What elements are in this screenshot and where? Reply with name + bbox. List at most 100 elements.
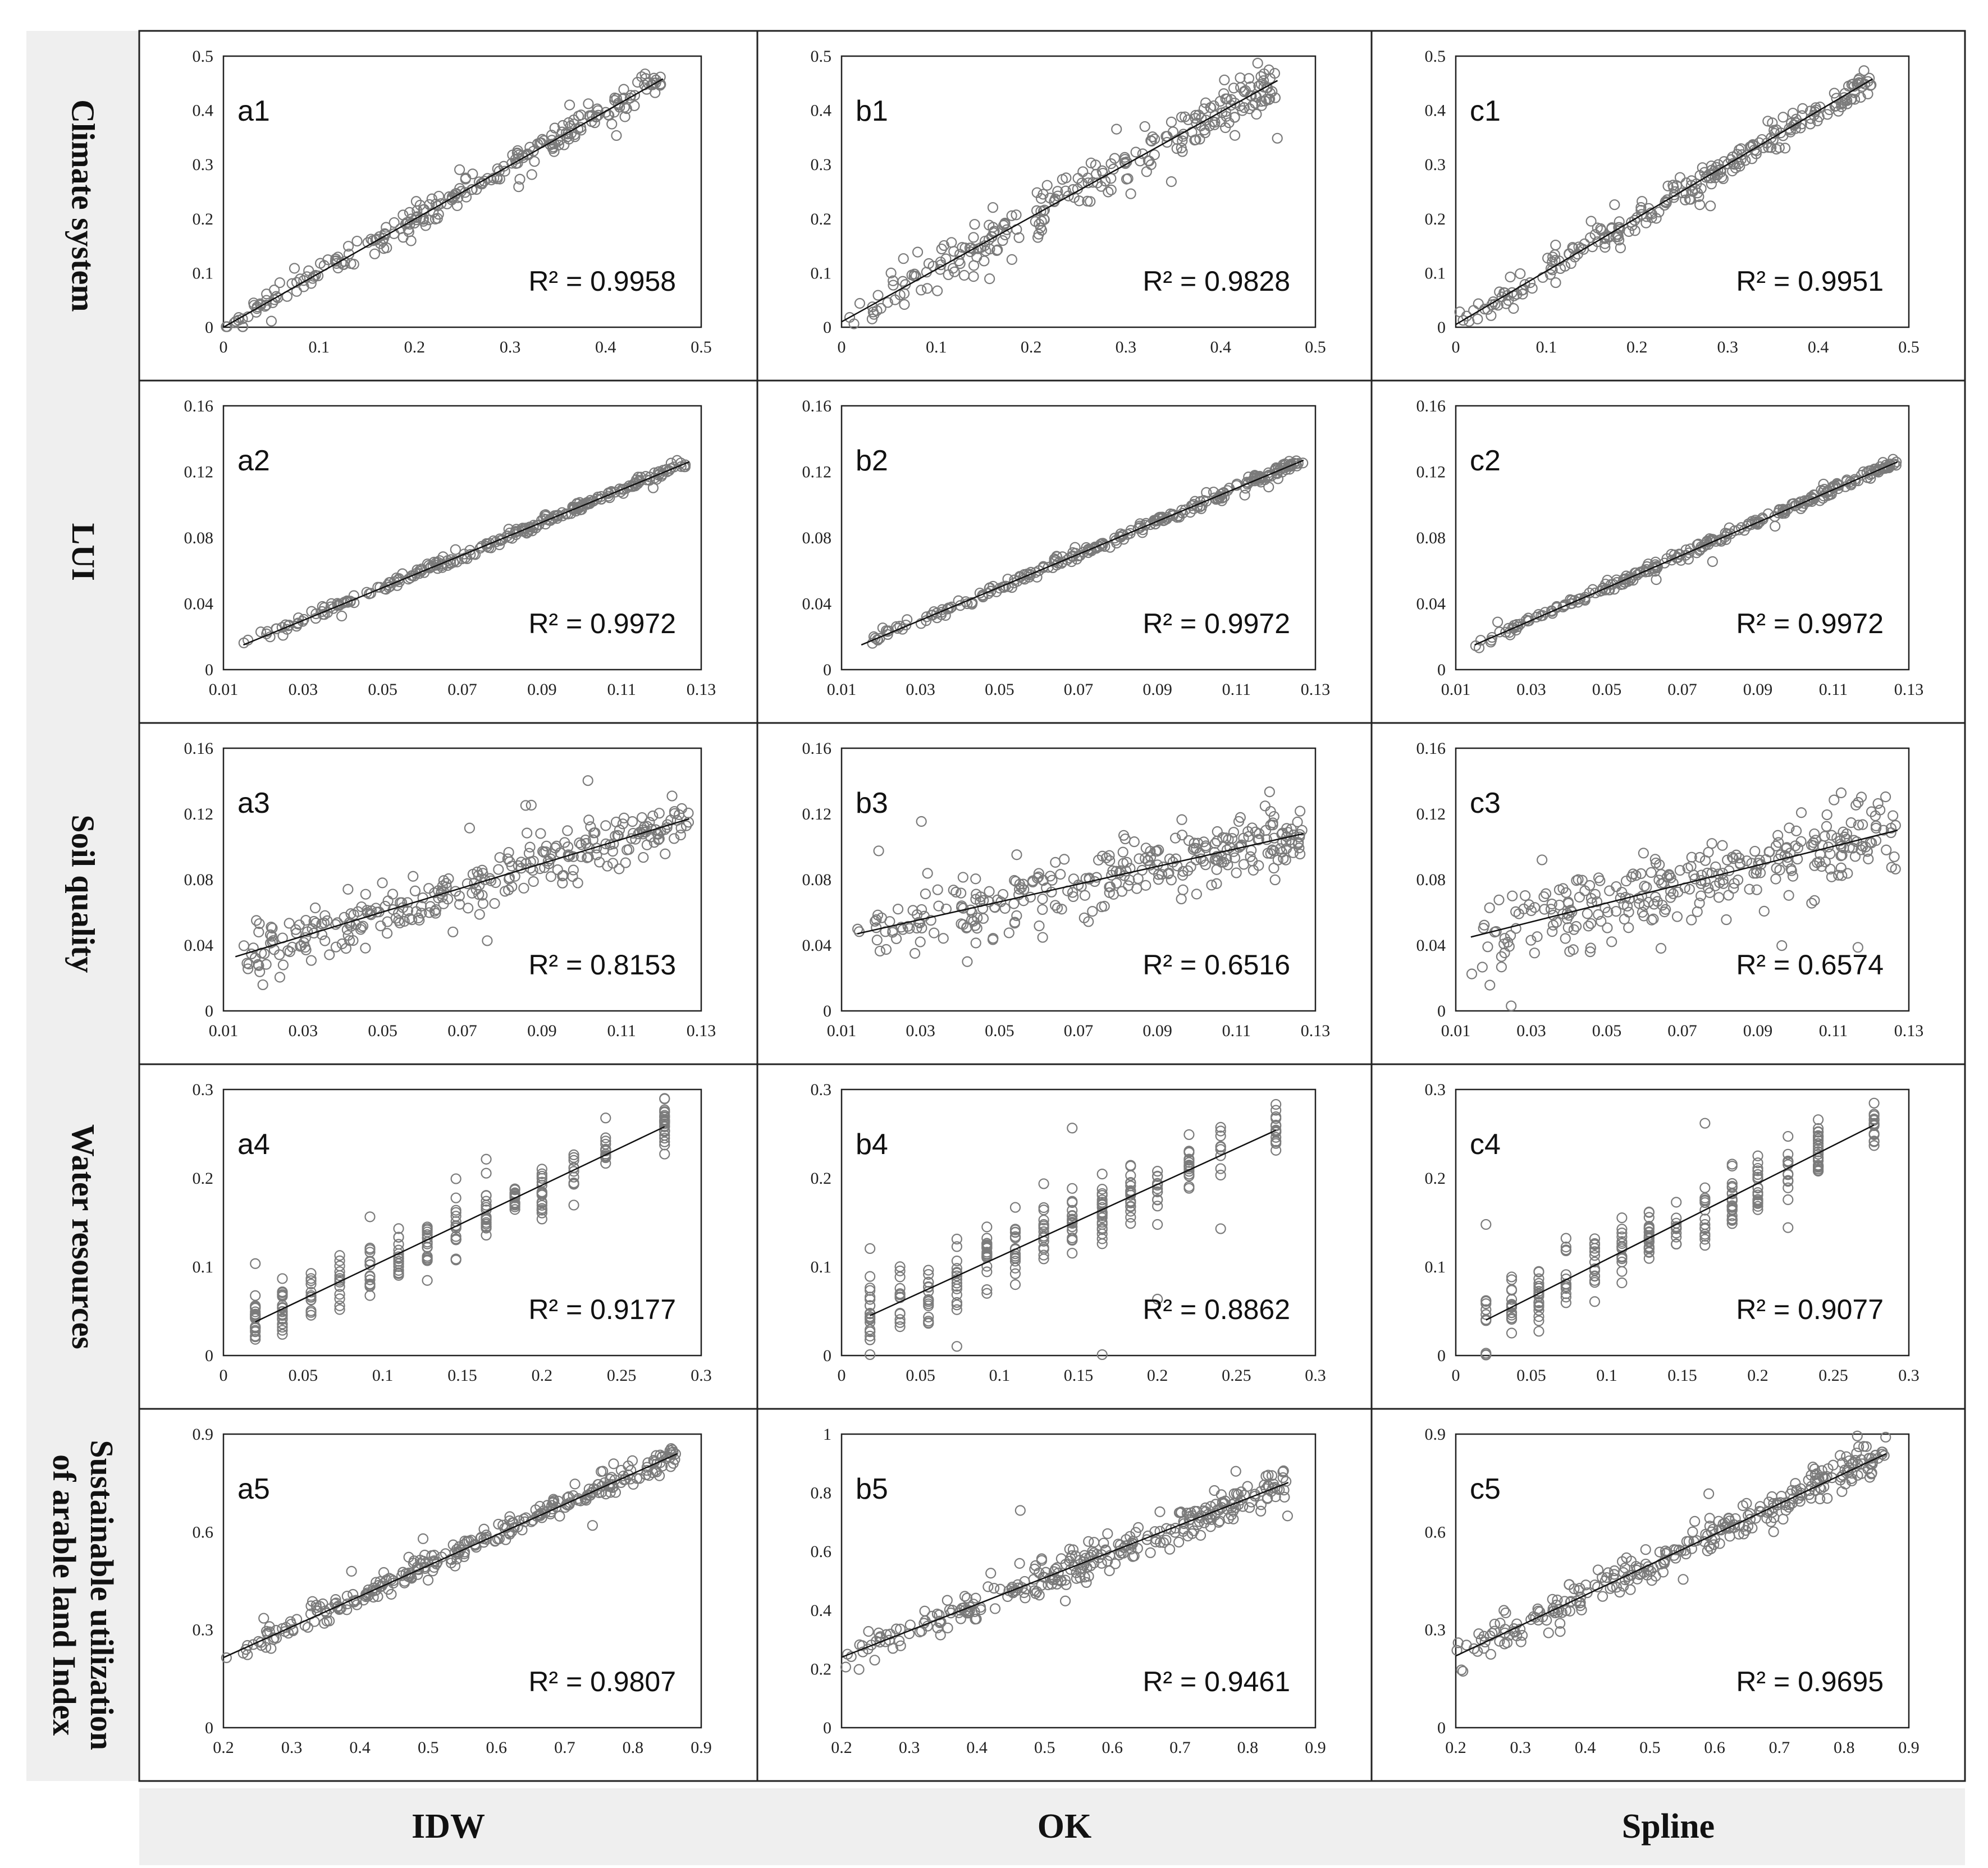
- data-point: [1567, 242, 1578, 253]
- x-tick-label: 0.01: [827, 680, 857, 699]
- data-point: [854, 297, 866, 309]
- data-point: [611, 130, 622, 141]
- x-tick-label: 0.07: [447, 1022, 477, 1040]
- panel-label-a5: a5: [237, 1473, 270, 1505]
- data-point: [1676, 187, 1688, 199]
- data-point: [1095, 181, 1107, 192]
- data-point: [1057, 556, 1068, 567]
- x-tick-label: 0.2: [532, 1366, 553, 1385]
- y-tick-label: 0.04: [802, 595, 832, 613]
- panel-label-b4: b4: [856, 1128, 888, 1161]
- data-point: [1052, 557, 1064, 569]
- data-point: [1715, 166, 1726, 178]
- data-point: [1716, 172, 1727, 183]
- data-point: [1077, 166, 1089, 177]
- data-point: [282, 620, 294, 631]
- y-tick-label: 0.2: [1425, 210, 1446, 228]
- data-point: [1832, 483, 1844, 495]
- data-point: [604, 492, 615, 503]
- data-point: [310, 269, 321, 281]
- y-tick-label: 0: [1437, 1347, 1446, 1365]
- x-tick-label: 0.01: [1441, 1022, 1471, 1040]
- data-point: [1579, 594, 1591, 606]
- y-tick-label: 0.1: [811, 264, 832, 282]
- data-point: [1891, 456, 1902, 468]
- data-point: [266, 315, 277, 327]
- data-point: [237, 321, 249, 332]
- data-point: [1715, 164, 1726, 175]
- data-point: [1219, 74, 1230, 86]
- data-point: [1252, 57, 1263, 69]
- data-point: [1220, 122, 1231, 134]
- x-tick-label: 0.1: [372, 1366, 394, 1385]
- data-point: [423, 214, 435, 226]
- data-point: [524, 521, 535, 533]
- data-point: [584, 111, 595, 122]
- data-point: [874, 633, 885, 644]
- data-point: [562, 129, 573, 140]
- data-point: [980, 245, 991, 257]
- x-tick-label: 0: [1452, 338, 1460, 356]
- r-squared-label-b2: R² = 0.9972: [1142, 608, 1290, 639]
- data-point: [1508, 303, 1519, 314]
- data-point: [298, 937, 309, 948]
- data-point: [987, 202, 999, 213]
- data-point: [1052, 186, 1063, 197]
- x-tick-label: 0.05: [906, 1366, 935, 1385]
- x-tick-label: 0.01: [209, 1022, 239, 1040]
- data-point: [1770, 520, 1781, 532]
- y-tick-label: 0.16: [1416, 739, 1446, 758]
- data-point: [979, 255, 990, 267]
- r-squared-label-b5: R² = 0.9461: [1142, 1666, 1290, 1697]
- data-point: [525, 799, 537, 811]
- y-tick-label: 0: [205, 661, 213, 679]
- data-point: [872, 290, 884, 301]
- data-point: [868, 631, 880, 642]
- x-tick-label: 0.03: [289, 680, 318, 699]
- y-tick-label: 0.3: [1425, 155, 1446, 174]
- data-point: [888, 280, 899, 291]
- data-point: [308, 915, 319, 927]
- data-point: [1137, 148, 1148, 159]
- data-point: [1482, 304, 1493, 315]
- data-point: [660, 848, 671, 859]
- x-tick-label: 0.03: [1516, 680, 1546, 699]
- data-point: [513, 181, 524, 193]
- x-tick-label: 0.07: [1064, 1022, 1094, 1040]
- data-point: [1119, 154, 1131, 165]
- data-point: [1057, 173, 1068, 185]
- data-point: [572, 877, 583, 889]
- data-point: [298, 275, 309, 286]
- r-squared-label-b3: R² = 0.6516: [1142, 949, 1290, 981]
- data-point: [1668, 192, 1679, 203]
- panel-label-c1: c1: [1470, 95, 1501, 127]
- data-point: [621, 103, 632, 115]
- data-point: [1486, 310, 1497, 321]
- data-point: [991, 245, 1003, 257]
- data-point: [381, 222, 392, 233]
- x-tick-label: 0.05: [1592, 680, 1622, 699]
- data-point: [1473, 298, 1484, 309]
- x-tick-label: 0.2: [1626, 338, 1648, 356]
- x-tick-label: 0: [1452, 1366, 1460, 1385]
- data-point: [1038, 189, 1049, 200]
- r-squared-label-a5: R² = 0.9807: [528, 1666, 676, 1697]
- x-tick-label: 0.13: [1301, 680, 1331, 699]
- data-point: [407, 570, 418, 581]
- y-tick-label: 0.9: [1425, 1425, 1446, 1444]
- data-point: [426, 193, 437, 204]
- y-tick-label: 0.4: [811, 1601, 832, 1620]
- data-point: [420, 220, 431, 231]
- data-point: [238, 940, 250, 951]
- y-tick-label: 0: [205, 1719, 213, 1737]
- y-tick-label: 0.16: [184, 397, 214, 415]
- data-point: [1201, 487, 1212, 498]
- data-point: [402, 217, 414, 228]
- y-tick-label: 0.08: [802, 529, 832, 547]
- data-point: [464, 822, 476, 834]
- data-point: [992, 244, 1003, 255]
- data-point: [524, 141, 536, 153]
- data-point: [606, 118, 618, 130]
- data-point: [230, 315, 241, 327]
- row-label-band: [26, 31, 139, 1781]
